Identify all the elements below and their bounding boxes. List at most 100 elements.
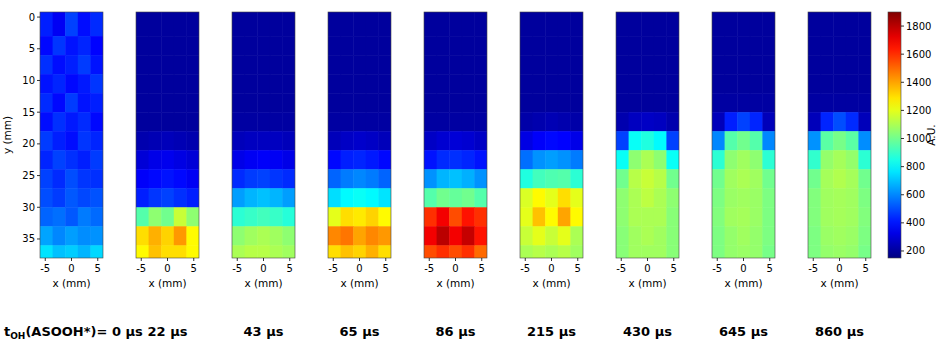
cell (378, 226, 391, 246)
cell (90, 207, 103, 227)
cell (40, 169, 53, 189)
cell (474, 245, 487, 258)
time-value: 645 (719, 324, 746, 339)
cell (90, 226, 103, 246)
colorbar-tick (901, 82, 904, 83)
cell (136, 207, 149, 227)
x-tick (237, 258, 238, 261)
cell (149, 74, 162, 94)
cell (282, 12, 295, 37)
cell (341, 207, 354, 227)
cell (136, 36, 149, 56)
cell (174, 226, 187, 246)
x-tick-label: -5 (136, 263, 146, 274)
cell (378, 207, 391, 227)
cell (545, 245, 558, 258)
cell (328, 207, 341, 227)
cell (257, 112, 270, 132)
cell (186, 226, 199, 246)
cell (341, 226, 354, 246)
cell (712, 150, 725, 170)
cell (462, 12, 475, 37)
cell (545, 226, 558, 246)
cell (833, 112, 846, 132)
x-tick (333, 258, 334, 261)
cell (136, 74, 149, 94)
cell (149, 207, 162, 227)
cell (462, 131, 475, 151)
cell (750, 112, 763, 132)
cell (424, 245, 437, 258)
cell (149, 55, 162, 75)
cell (545, 169, 558, 189)
cell (545, 55, 558, 75)
panel: -505x (mm)215 µs (520, 12, 584, 339)
cell (366, 93, 379, 113)
cell (366, 226, 379, 246)
cell (328, 169, 341, 189)
cell (328, 112, 341, 132)
cell (570, 207, 583, 227)
cell (750, 226, 763, 246)
cell (40, 36, 53, 56)
cell (40, 188, 53, 208)
x-tick (97, 258, 98, 261)
cell (270, 169, 283, 189)
cell (712, 169, 725, 189)
cell (654, 169, 667, 189)
cell (245, 131, 258, 151)
cell (570, 226, 583, 246)
cell (174, 55, 187, 75)
cell (437, 74, 450, 94)
time-unit: µs (166, 324, 188, 339)
cell (641, 150, 654, 170)
cell (149, 245, 162, 258)
cell (90, 74, 103, 94)
cell (186, 112, 199, 132)
cell (53, 74, 66, 94)
cell (449, 12, 462, 37)
cell (40, 150, 53, 170)
cell (570, 12, 583, 37)
x-tick-label: -5 (616, 263, 626, 274)
cell (616, 131, 629, 151)
cell (282, 169, 295, 189)
cell (424, 12, 437, 37)
cell (136, 150, 149, 170)
cell (858, 55, 871, 75)
cell (858, 131, 871, 151)
cell (570, 150, 583, 170)
cell (858, 112, 871, 132)
cell (65, 112, 78, 132)
cell (570, 93, 583, 113)
cell (474, 36, 487, 56)
cell (186, 12, 199, 37)
cell (545, 36, 558, 56)
cell (558, 169, 571, 189)
cell (437, 169, 450, 189)
cell (737, 207, 750, 227)
cell (462, 74, 475, 94)
cell (437, 93, 450, 113)
colorbar-tick-label: 200 (906, 245, 925, 256)
cell (90, 188, 103, 208)
x-tick (525, 258, 526, 261)
cell (186, 36, 199, 56)
x-tick-label: -5 (520, 263, 530, 274)
cell (78, 131, 91, 151)
panel: -505x (mm)430 µs (616, 12, 680, 339)
cell (174, 169, 187, 189)
x-axis-title: x (mm) (340, 277, 378, 289)
x-tick (621, 258, 622, 261)
cell (65, 12, 78, 37)
cell (712, 226, 725, 246)
x-tick-label: 5 (575, 263, 581, 274)
cells (232, 12, 295, 258)
cell (629, 131, 642, 151)
cell (629, 74, 642, 94)
cell (520, 12, 533, 37)
cell (821, 169, 834, 189)
cell (245, 245, 258, 258)
cell (353, 188, 366, 208)
cell (174, 207, 187, 227)
